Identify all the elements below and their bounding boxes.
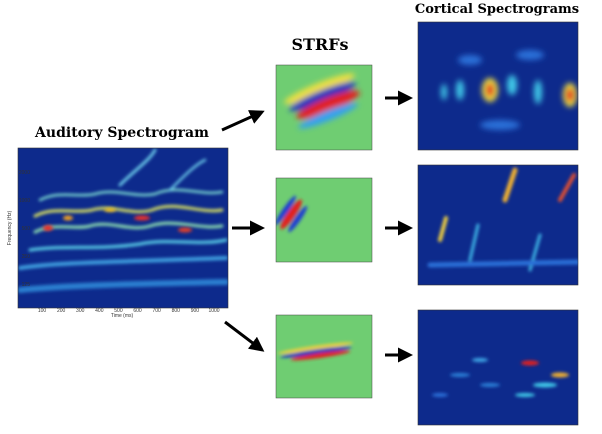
- y-tick-label: 2000: [19, 170, 30, 176]
- x-tick-label: 800: [172, 308, 181, 314]
- x-tick-label: 1000: [208, 308, 219, 314]
- x-tick-label: 700: [152, 308, 161, 314]
- y-tick-label: 500: [22, 226, 31, 232]
- x-tick-label: 400: [95, 308, 104, 314]
- y-tick-label: 125: [22, 282, 31, 288]
- x-tick-label: 100: [38, 308, 47, 314]
- x-tick-label: 500: [114, 308, 123, 314]
- x-tick-label: 300: [76, 308, 85, 314]
- y-tick-label: 1000: [19, 198, 30, 204]
- auditory-title: Auditory Spectrogram: [34, 125, 209, 141]
- figure: Auditory Spectrogram STRFs Cortical Spec…: [0, 0, 602, 434]
- strf-3: [276, 315, 372, 398]
- x-tick-label: 600: [133, 308, 142, 314]
- strf-2: [273, 178, 372, 262]
- strfs-title: STRFs: [291, 35, 348, 54]
- y-tick-label: 250: [22, 254, 31, 260]
- auditory-spectrogram: [18, 148, 228, 308]
- cortical-title: Cortical Spectrograms: [415, 2, 579, 17]
- cortical-1: [418, 22, 578, 150]
- cortical-2: [418, 165, 580, 285]
- y-axis-label: Frequency (Hz): [7, 210, 13, 245]
- x-tick-label: 200: [57, 308, 66, 314]
- cortical-3: [418, 310, 578, 425]
- x-tick-label: 900: [191, 308, 200, 314]
- strf-1: [276, 65, 372, 150]
